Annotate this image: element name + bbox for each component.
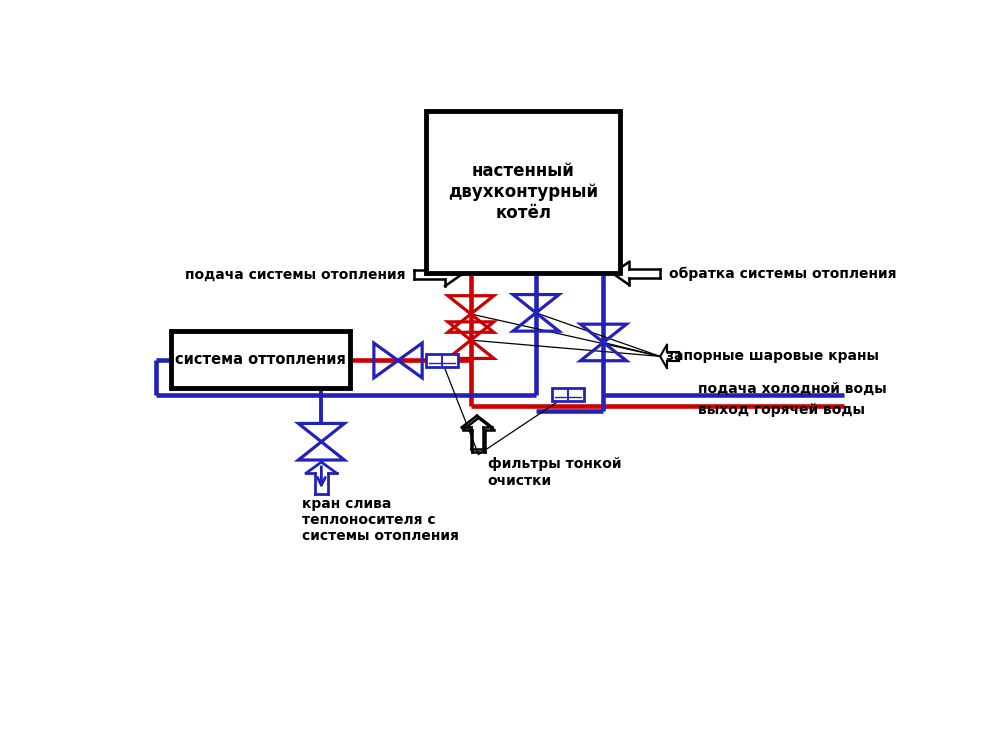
Bar bbox=[171, 332, 350, 388]
Text: система оттопления: система оттопления bbox=[175, 352, 346, 367]
Text: запорные шаровые краны: запорные шаровые краны bbox=[667, 349, 879, 363]
Text: подача холодной воды: подача холодной воды bbox=[698, 382, 887, 396]
Text: подача системы отопления: подача системы отопления bbox=[185, 268, 405, 281]
Text: настенный
двухконтурный
котёл: настенный двухконтурный котёл bbox=[448, 162, 598, 222]
Bar bbox=[425, 354, 458, 367]
Text: фильтры тонкой
очистки: фильтры тонкой очистки bbox=[488, 458, 621, 488]
Bar bbox=[552, 388, 584, 401]
Text: кран слива
теплоносителя с
системы отопления: кран слива теплоносителя с системы отопл… bbox=[303, 497, 459, 544]
Bar bbox=[426, 111, 620, 274]
Text: выход горячей воды: выход горячей воды bbox=[698, 403, 865, 418]
Text: обратка системы отопления: обратка системы отопления bbox=[669, 266, 896, 280]
